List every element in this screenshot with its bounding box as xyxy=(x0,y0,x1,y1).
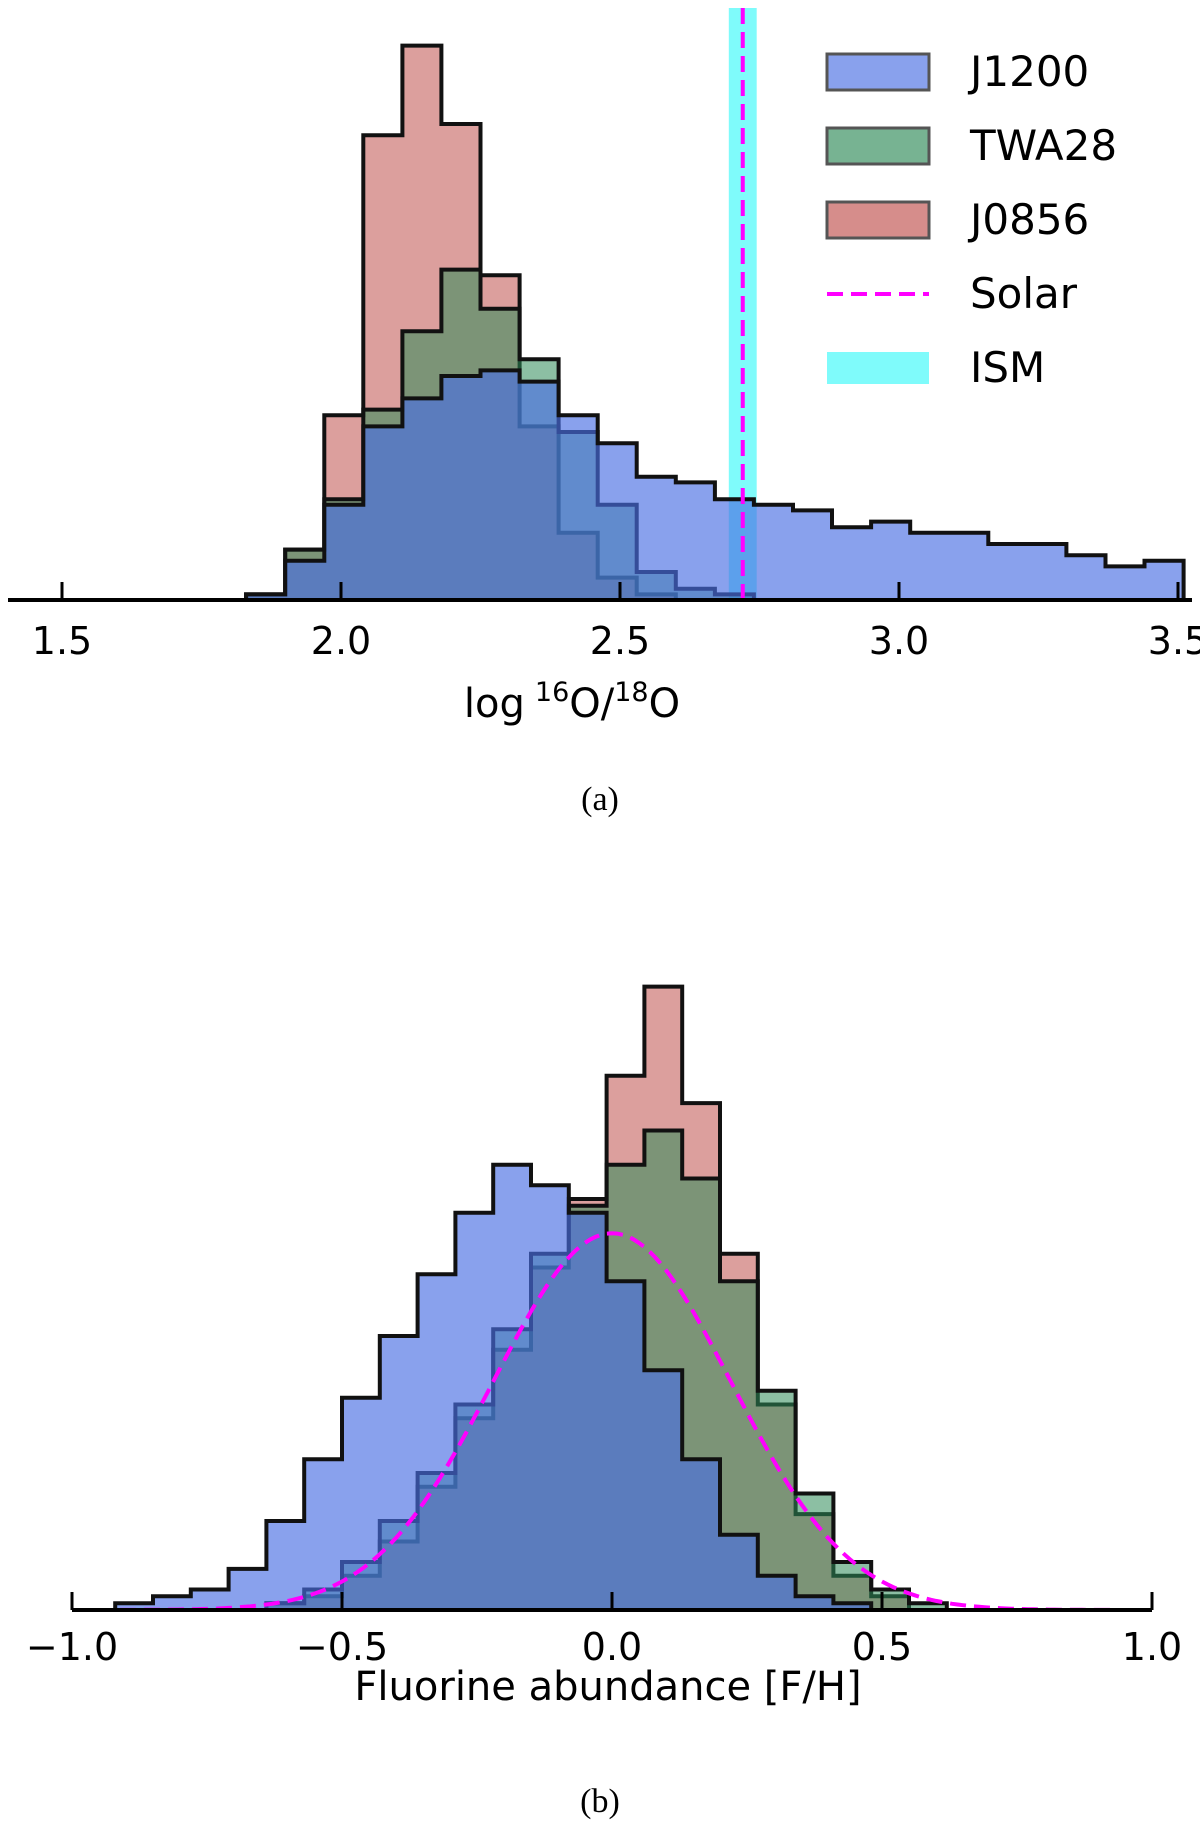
legend-item-solar: Solar xyxy=(827,269,1078,318)
legend-item-twa28: TWA28 xyxy=(825,121,1117,170)
legend-label: J1200 xyxy=(967,47,1089,96)
a-tick-label: 2.5 xyxy=(590,619,650,663)
panel-label-a: (a) xyxy=(581,781,619,818)
legend-swatch xyxy=(825,126,931,166)
legend-swatch xyxy=(825,52,931,92)
legend-item-ism: ISM xyxy=(827,343,1045,392)
panel-a-oxygen-histogram: 1.5 2.0 2.5 3.0 3.5 log 16O/18O J1200 TWA28 J08… xyxy=(8,8,1200,818)
b-tick-label: 0.0 xyxy=(582,1625,642,1669)
legend-label: ISM xyxy=(970,343,1045,392)
a-histogram-bars xyxy=(244,8,1186,602)
a-tick-label: 3.0 xyxy=(869,619,929,663)
b-tick-label: −0.5 xyxy=(296,1625,388,1669)
legend: J1200 TWA28 J0856 Solar ISM xyxy=(825,47,1117,392)
b-x-axis-label: Fluorine abundance [F/H] xyxy=(354,1664,861,1710)
legend-label: J0856 xyxy=(967,195,1089,244)
legend-swatch xyxy=(825,200,931,240)
b-tick-label: 0.5 xyxy=(852,1625,912,1669)
b-x-axis: −1.0 −0.5 0.0 0.5 1.0 xyxy=(26,1592,1182,1669)
solar-curve xyxy=(72,1231,1152,1612)
a-tick-label: 1.5 xyxy=(32,619,92,663)
panel-b-fluorine-histogram: −1.0 −0.5 0.0 0.5 1.0 Fluorine abundance [F/… xyxy=(26,984,1182,1820)
a-tick-label: 2.0 xyxy=(311,619,371,663)
b-histogram-bars xyxy=(113,984,949,1612)
a-x-axis: 1.5 2.0 2.5 3.0 3.5 xyxy=(8,582,1200,663)
b-tick-label: −1.0 xyxy=(26,1625,118,1669)
b-tick-label: 1.0 xyxy=(1122,1625,1182,1669)
panel-label-b: (b) xyxy=(580,1783,620,1820)
a-tick-label: 3.5 xyxy=(1148,619,1200,663)
legend-item-j1200: J1200 xyxy=(825,47,1089,96)
b-hist-j1200 xyxy=(113,1162,874,1612)
legend-swatch xyxy=(827,352,929,384)
legend-label: TWA28 xyxy=(969,121,1117,170)
a-hist-j1200 xyxy=(244,368,1186,602)
legend-label: Solar xyxy=(970,269,1078,318)
a-x-axis-label: log 16O/18O xyxy=(464,677,680,727)
b-solar-curve xyxy=(72,1231,1152,1612)
legend-item-j0856: J0856 xyxy=(825,195,1089,244)
